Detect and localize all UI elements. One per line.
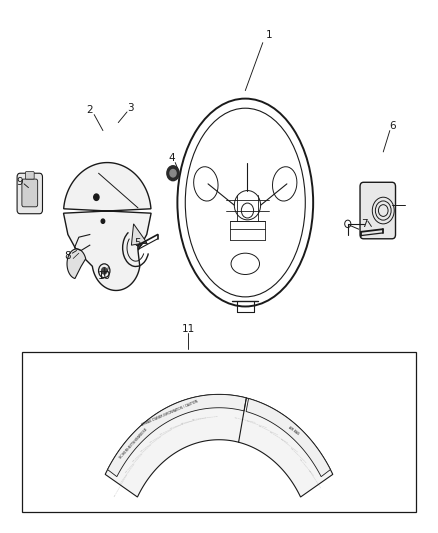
Polygon shape (105, 394, 333, 497)
Text: 8: 8 (64, 251, 71, 261)
Text: ————————————: ———————————— (133, 443, 153, 462)
Polygon shape (64, 163, 151, 290)
Text: 2: 2 (86, 106, 93, 115)
Text: ——————————: —————————— (299, 458, 314, 477)
FancyBboxPatch shape (17, 173, 42, 214)
Polygon shape (67, 249, 86, 279)
Text: 7: 7 (361, 219, 368, 229)
Text: 4: 4 (169, 154, 176, 163)
Text: ——————————: —————————— (268, 431, 288, 444)
Text: ————————————: ———————————— (170, 419, 196, 429)
Text: 6: 6 (389, 122, 396, 131)
Text: ——————————: —————————— (257, 425, 278, 436)
Text: ————————————: ———————————— (126, 453, 144, 473)
Polygon shape (108, 394, 246, 477)
Text: ——————————: —————————— (290, 448, 306, 465)
Text: ————————————: ———————————— (150, 429, 173, 443)
Text: AIR BAG: AIR BAG (287, 425, 299, 435)
Circle shape (167, 166, 179, 181)
Text: 5: 5 (134, 238, 141, 247)
FancyBboxPatch shape (22, 179, 38, 207)
Text: 9: 9 (16, 177, 23, 187)
Text: AIRBAG OWNER INFORMATION / CAUTION: AIRBAG OWNER INFORMATION / CAUTION (141, 399, 199, 427)
Text: 1: 1 (266, 30, 273, 39)
Text: ————————————: ———————————— (141, 435, 163, 453)
Text: ——————————: —————————— (245, 421, 267, 429)
Text: 3: 3 (127, 103, 134, 113)
Circle shape (94, 194, 99, 200)
Text: ————————————: ———————————— (114, 474, 128, 498)
Text: ————————————: ———————————— (192, 416, 219, 420)
Polygon shape (246, 399, 330, 477)
Text: ————————————: ———————————— (180, 417, 207, 424)
FancyBboxPatch shape (25, 172, 34, 179)
Text: ——————————: —————————— (279, 439, 298, 454)
FancyBboxPatch shape (360, 182, 396, 239)
Circle shape (101, 219, 105, 223)
Text: 11: 11 (182, 325, 195, 334)
Text: SICHERHEITSHINWEISE: SICHERHEITSHINWEISE (119, 427, 149, 460)
Text: 10: 10 (98, 271, 111, 280)
Circle shape (170, 169, 176, 177)
Circle shape (102, 268, 107, 274)
Text: ——————————: —————————— (233, 417, 255, 424)
Text: ——————————: —————————— (307, 470, 320, 489)
Text: ————————————: ———————————— (119, 463, 136, 485)
Bar (22, 352, 416, 512)
Polygon shape (131, 224, 147, 245)
Text: ————————————: ———————————— (159, 424, 184, 435)
